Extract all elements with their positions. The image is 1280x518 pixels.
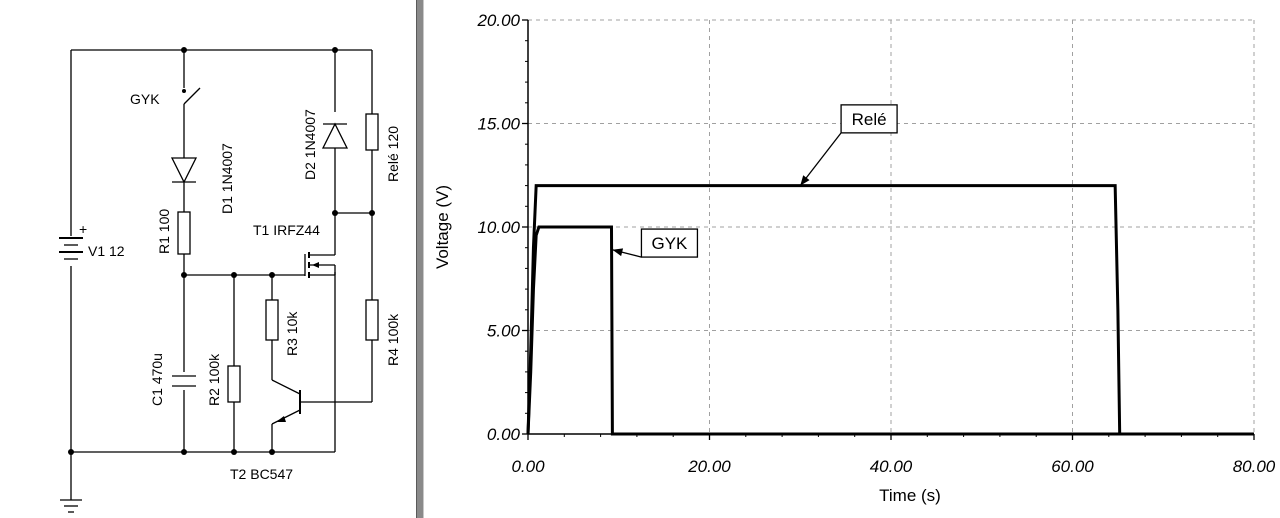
y-axis-label: Voltage (V) xyxy=(433,185,452,269)
annotation-box xyxy=(840,104,898,134)
switch-gyk-symbol xyxy=(182,87,201,105)
battery-v1-symbol xyxy=(58,236,84,266)
x-tick-label: 60.00 xyxy=(1051,457,1094,476)
y-tick-label: 10.00 xyxy=(477,218,520,237)
annotation-arrowhead xyxy=(612,248,624,257)
label-rele: Relé 120 xyxy=(385,126,401,182)
label-c1: C1 470u xyxy=(149,353,165,406)
label-r1: R1 100 xyxy=(156,209,172,254)
series-line-gyk xyxy=(526,225,1254,436)
schematic-wires xyxy=(60,49,373,513)
label-gyk-switch: GYK xyxy=(130,91,160,107)
annotation-arrowhead xyxy=(800,175,810,186)
voltage-time-chart: 0.00 20.00 40.00 60.00 80.00 0.00 5.00 10.00 15.… xyxy=(433,11,1276,505)
resistor-r3-symbol xyxy=(265,299,279,341)
y-tick-label: 0.00 xyxy=(487,425,521,444)
chart-annotations: Relé GYK xyxy=(612,104,898,258)
label-d2: D2 1N4007 xyxy=(302,109,318,180)
label-d1: D1 1N4007 xyxy=(219,143,235,214)
resistor-r1-symbol xyxy=(177,211,191,255)
x-tick-label: 40.00 xyxy=(870,457,913,476)
chart-ticks: 0.00 20.00 40.00 60.00 80.00 0.00 5.00 10.00 15.… xyxy=(476,11,1275,476)
y-tick-label: 20.00 xyxy=(476,11,520,30)
label-r3: R3 10k xyxy=(284,311,300,356)
chart-series xyxy=(526,184,1254,436)
annotation-label: GYK xyxy=(651,234,688,253)
circuit-schematic: + V1 12 GYK D1 1N4007 R1 100 C1 470u R2 … xyxy=(58,47,401,513)
annotation-box xyxy=(640,228,699,258)
junction-dots xyxy=(68,47,375,455)
bjt-t2-symbol xyxy=(271,379,301,425)
chart-grid xyxy=(528,19,1255,434)
label-t2: T2 BC547 xyxy=(230,466,293,482)
y-tick-label: 15.00 xyxy=(477,115,520,134)
resistor-r2-symbol xyxy=(227,365,241,403)
x-tick-label: 20.00 xyxy=(687,457,731,476)
x-axis-label: Time (s) xyxy=(879,486,941,505)
diode-d1-symbol xyxy=(170,157,198,184)
label-t1: T1 IRFZ44 xyxy=(253,222,320,238)
y-tick-label: 5.00 xyxy=(487,322,521,341)
mosfet-t1-symbol xyxy=(304,250,336,278)
relay-coil-symbol xyxy=(365,113,379,151)
x-tick-label: 0.00 xyxy=(511,457,545,476)
resistor-r4-symbol xyxy=(365,299,379,341)
x-tick-label: 80.00 xyxy=(1233,457,1276,476)
annotation-leader xyxy=(799,132,842,186)
label-v1-plus: + xyxy=(79,221,87,237)
label-r2: R2 100k xyxy=(206,353,222,406)
label-v1: V1 12 xyxy=(88,243,125,259)
label-r4: R4 100k xyxy=(385,313,401,366)
pane-divider[interactable] xyxy=(416,0,424,518)
annotation-label: Relé xyxy=(852,110,887,129)
diode-d2-symbol xyxy=(321,122,349,149)
capacitor-c1-symbol xyxy=(172,375,196,387)
